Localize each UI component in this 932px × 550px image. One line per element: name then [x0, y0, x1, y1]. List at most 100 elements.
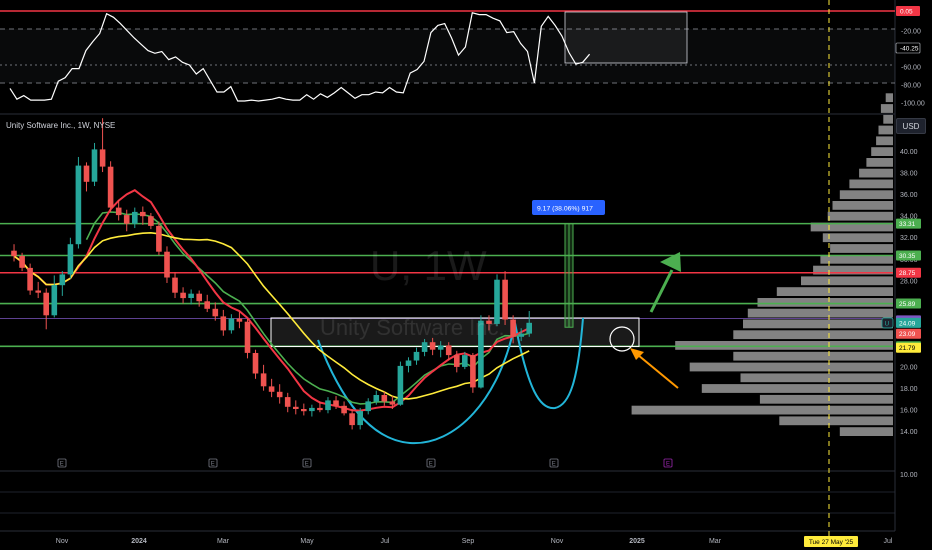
candle-body — [421, 342, 428, 352]
candle-body — [454, 355, 460, 367]
u-marker-text: U — [885, 320, 890, 327]
candle-body — [51, 285, 58, 316]
price-tick-label: 10.00 — [900, 472, 918, 479]
volume-profile-bar — [757, 298, 893, 307]
measure-label-box — [532, 200, 605, 215]
volume-profile-bar — [883, 114, 893, 124]
oscillator-tick-label: -20.00 — [901, 29, 921, 36]
candle-body — [11, 250, 17, 257]
price-tick-label: 36.00 — [900, 192, 918, 199]
volume-profile-bar — [876, 136, 893, 146]
price-badge — [896, 317, 921, 328]
price-tick-label: 32.00 — [900, 235, 918, 242]
volume-profile-bar — [675, 341, 893, 350]
measure-label: 9.17 (38.06%) 917 — [537, 206, 593, 213]
time-axis-label: Sep — [462, 538, 475, 545]
price-badge — [896, 250, 921, 261]
price-tick-label: 20.00 — [900, 364, 918, 371]
volume-profile-bar — [822, 233, 893, 243]
volume-profile-bar — [885, 93, 893, 103]
candle-body — [518, 333, 524, 337]
candle-body — [83, 165, 90, 182]
volume-profile-bar — [832, 201, 893, 210]
candle-body — [349, 413, 355, 426]
price-tick-label: 16.00 — [900, 408, 918, 415]
price-badge-text: 33.31 — [899, 221, 916, 228]
green-arrow-shaft — [649, 269, 674, 313]
oscillator-tick-label: -100.00 — [901, 101, 925, 108]
price-tick-label: 34.00 — [900, 214, 918, 221]
price-badge-text: 30.35 — [899, 253, 916, 260]
volume-profile-bar — [747, 308, 893, 318]
candle-body — [301, 409, 307, 412]
orange-arrow-head — [630, 348, 644, 360]
date-badge-text: Tue 27 May '25 — [809, 539, 854, 546]
price-badge-text: 25.89 — [899, 301, 916, 308]
oscillator-tick-label: -80.00 — [901, 83, 921, 90]
time-axis-label: Jul — [884, 538, 893, 545]
oscillator-badge-text: 0.05 — [900, 9, 913, 16]
price-badge-text: 21.79 — [899, 345, 916, 352]
time-axis-label: 2024 — [131, 538, 147, 545]
candle-body — [260, 373, 267, 387]
candle-body — [381, 395, 388, 402]
earnings-marker-future-label: E — [666, 462, 670, 468]
currency-button[interactable]: USD — [896, 118, 926, 134]
candle-body — [309, 407, 315, 412]
candle-body — [478, 320, 484, 388]
volume-profile-bar — [827, 211, 893, 221]
candle-body — [236, 318, 243, 322]
candle-body — [212, 308, 219, 317]
candle-body — [107, 166, 114, 208]
candle-body — [470, 355, 476, 388]
volume-profile-bar — [743, 319, 893, 329]
volume-profile-bar — [880, 104, 893, 113]
candle-body — [43, 292, 49, 316]
ma-red-line — [13, 189, 530, 412]
time-axis-label: Jul — [381, 538, 390, 545]
earnings-marker-label: E — [429, 462, 433, 468]
candle-body — [502, 279, 508, 320]
earnings-marker — [57, 458, 67, 468]
earnings-marker — [302, 458, 312, 468]
support-zone-box — [270, 317, 640, 348]
price-tick-label: 14.00 — [900, 429, 918, 436]
candle-body — [164, 251, 170, 278]
candle-body — [357, 411, 363, 426]
volume-profile-bar — [813, 265, 893, 275]
volume-profile-bar — [871, 147, 893, 156]
orange-arrow-shaft — [637, 354, 679, 389]
price-badge — [896, 267, 921, 278]
oscillator-badge-text: -40.25 — [900, 46, 919, 53]
volume-profile-bar — [759, 394, 893, 404]
symbol-title: Unity Software Inc., 1W, NYSE — [6, 121, 116, 130]
candle-body — [132, 211, 138, 224]
candle-body — [180, 292, 186, 299]
earnings-marker-label: E — [305, 462, 309, 468]
candle-body — [333, 400, 339, 406]
candle-body — [284, 397, 291, 407]
volume-profile-bar — [779, 416, 893, 426]
earnings-marker — [426, 458, 436, 468]
ema-green-line — [85, 211, 530, 405]
candle-body — [204, 301, 210, 309]
price-tick-label: 40.00 — [900, 149, 918, 156]
candle-body — [19, 256, 25, 268]
candle-body — [373, 395, 380, 402]
candle-body — [67, 244, 74, 275]
oscillator-badge — [895, 42, 921, 54]
candle-body — [91, 149, 98, 182]
volume-profile-bar — [740, 373, 893, 383]
oscillator-series-line — [9, 12, 591, 102]
volume-profile-bar — [820, 254, 893, 264]
candle-body — [196, 293, 202, 302]
volume-profile-bar — [830, 244, 893, 253]
time-axis-label: Mar — [709, 538, 722, 545]
candle-body — [244, 321, 251, 353]
candle-body — [486, 320, 492, 324]
earnings-marker-label: E — [60, 462, 64, 468]
volume-profile-bar — [859, 168, 893, 178]
candle-body — [27, 267, 33, 291]
